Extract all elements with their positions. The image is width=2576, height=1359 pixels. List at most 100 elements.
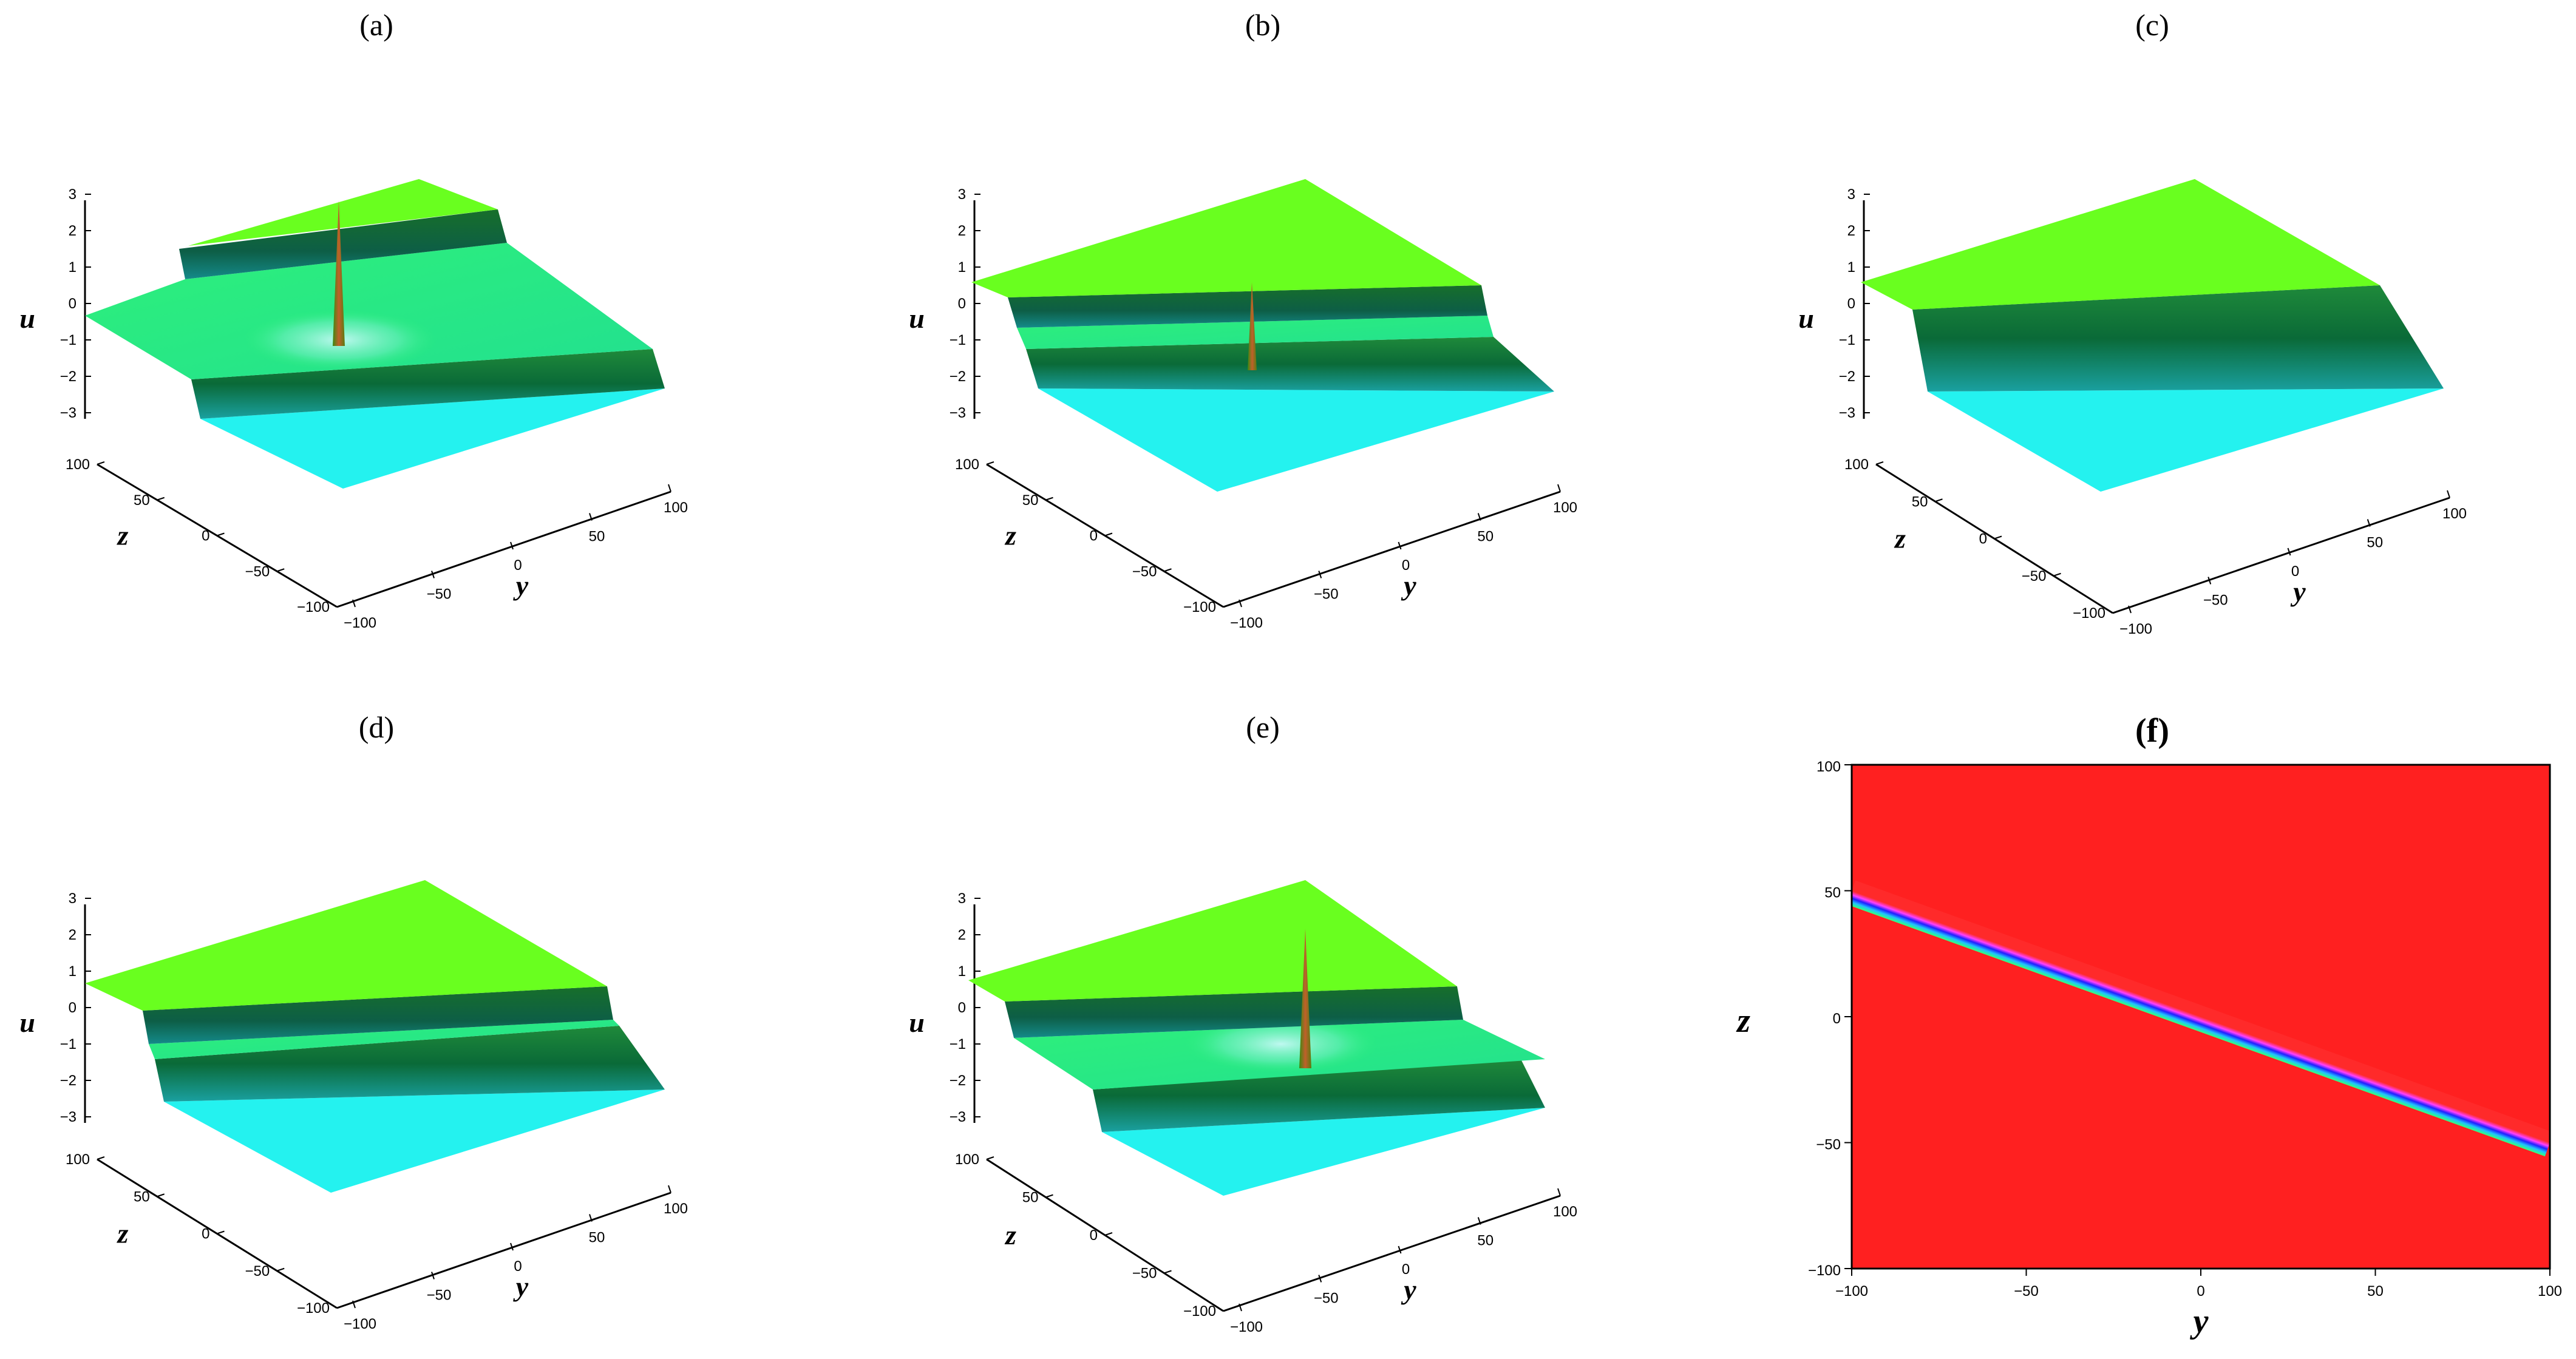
u-tick-label: 1: [958, 963, 966, 980]
u-tick-label: −3: [1839, 405, 1855, 421]
z-tick-label: −50: [1132, 563, 1157, 580]
surface-high-plateau: [188, 179, 498, 246]
u-tick-label: −2: [1839, 368, 1855, 385]
y-tick-label: −100: [344, 615, 376, 631]
y-tick-label: 0: [1402, 557, 1410, 574]
z-tick-label: 50: [134, 492, 150, 509]
y-tick-label: 100: [2442, 506, 2467, 522]
z-tick-mark: [1104, 1232, 1113, 1236]
surface-high-wall: [179, 209, 507, 279]
surface-peak: [1248, 282, 1257, 370]
y-tick-label: −50: [1314, 1290, 1339, 1307]
z-tick-mark: [1164, 1270, 1172, 1274]
u-tick-label: −3: [950, 405, 966, 421]
z-tick-label: −50: [2022, 568, 2047, 585]
y-tick-label: 50: [1824, 885, 1841, 901]
z-tick-label: −50: [245, 563, 270, 580]
u-axis-title: u: [19, 303, 35, 334]
surface-high-wall: [1005, 986, 1463, 1038]
z-tick-label: 100: [955, 456, 979, 473]
y-tick-mark: [510, 1242, 514, 1251]
y-tick-label: 0: [514, 1258, 522, 1275]
y-tick-label: −100: [1808, 1262, 1841, 1279]
surface-dip: [1184, 1015, 1378, 1073]
z-tick-mark: [986, 461, 994, 465]
x-axis-title: y: [2190, 1303, 2209, 1340]
surface-low-wall: [1026, 337, 1554, 391]
panel-e-surface: −3 −2 −1 0 1 2 3 u 100 50 0 −50 −100 z −100 −50 0 50 100 y: [909, 880, 1577, 1335]
z-tick-label: 100: [955, 1151, 979, 1168]
panel-title-f: (f): [2135, 712, 2169, 750]
y-tick-label: −100: [2119, 621, 2152, 637]
u-tick-label: 1: [1847, 259, 1855, 276]
u-tick-label: 3: [69, 186, 76, 203]
y-tick-mark: [589, 513, 593, 521]
y-tick-mark: [1398, 1245, 1402, 1254]
u-tick-label: −2: [950, 1073, 966, 1089]
z-tick-mark: [276, 568, 285, 572]
u-tick-label: 3: [958, 890, 966, 907]
u-tick-label: −2: [60, 368, 76, 385]
z-tick-mark: [97, 1156, 105, 1160]
panel-a-surface: −3 −2 −1 0 1 2 3 u 100 50 0 −50 −100 z −100 −50 0 50 100 y: [19, 179, 688, 631]
y-tick-mark: [2287, 547, 2291, 556]
u-tick-label: 3: [69, 890, 76, 907]
z-tick-label: −100: [1183, 599, 1216, 615]
y-axis-title: y: [2290, 576, 2306, 607]
z-tick-mark: [1994, 535, 2002, 540]
u-tick-label: 0: [1847, 296, 1855, 312]
y-tick-mark: [2207, 577, 2212, 585]
u-tick-label: 1: [958, 259, 966, 276]
z-tick-label: 50: [1022, 492, 1039, 509]
y-tick-label: 0: [1402, 1261, 1410, 1278]
u-axis-title: u: [909, 303, 925, 334]
y-tick-label: 50: [589, 1230, 605, 1246]
x-tick-label: 50: [2367, 1283, 2384, 1300]
y-tick-mark: [2367, 519, 2371, 527]
y-tick-mark: [1557, 1188, 1561, 1196]
panel-f-heatmap: −100 −50 0 50 100 −100 −50 0 50 100 y z: [1736, 759, 2562, 1340]
y-tick-label: −50: [427, 586, 452, 603]
surface-high-plateau: [85, 880, 607, 1011]
y-axis-line: [1223, 490, 1561, 608]
u-tick-label: −1: [950, 332, 966, 348]
u-tick-label: 2: [958, 223, 966, 239]
z-axis-title: z: [1894, 523, 1906, 554]
u-tick-label: 3: [1847, 186, 1855, 203]
u-tick-label: 2: [69, 927, 76, 943]
soliton-band: [1852, 880, 2550, 1157]
z-tick-label: 50: [1022, 1190, 1039, 1206]
x-tick-label: −50: [2014, 1283, 2039, 1300]
y-tick-label: 100: [664, 500, 688, 516]
panel-title-e: (e): [1246, 710, 1280, 744]
surface-low-wall: [155, 1026, 665, 1102]
y-axis-line: [2112, 496, 2450, 614]
y-tick-label: −50: [1816, 1137, 1841, 1153]
x-tick-label: −100: [1835, 1283, 1868, 1300]
y-tick-label: 0: [514, 557, 522, 574]
y-tick-mark: [668, 1185, 671, 1193]
y-tick-mark: [1398, 541, 1402, 550]
y-tick-mark: [352, 599, 356, 608]
z-tick-label: −100: [297, 599, 330, 615]
y-tick-mark: [431, 1272, 435, 1279]
z-axis-title: z: [1004, 1219, 1016, 1250]
surface-high-wall: [143, 986, 613, 1044]
panel-title-a: (a): [359, 8, 393, 42]
surface-peak: [333, 200, 345, 346]
u-tick-label: 0: [69, 1000, 76, 1016]
y-tick-mark: [1477, 513, 1481, 521]
y-tick-mark: [1239, 1303, 1242, 1312]
surface-high-plateau: [971, 179, 1481, 297]
panel-d-surface: −3 −2 −1 0 1 2 3 u 100 50 0 −50 −100 z −100 −50 0 50 100 y: [19, 880, 688, 1332]
z-tick-mark: [157, 496, 165, 501]
z-axis-title: z: [117, 1218, 129, 1249]
u-tick-label: −1: [1839, 332, 1855, 348]
z-axis-title: z: [1004, 520, 1016, 551]
u-tick-label: −1: [60, 332, 76, 348]
surface-peak: [1299, 929, 1311, 1068]
y-tick-label: −50: [427, 1287, 452, 1304]
y-tick-mark: [431, 571, 435, 578]
panel-title-c: (c): [2135, 8, 2169, 42]
